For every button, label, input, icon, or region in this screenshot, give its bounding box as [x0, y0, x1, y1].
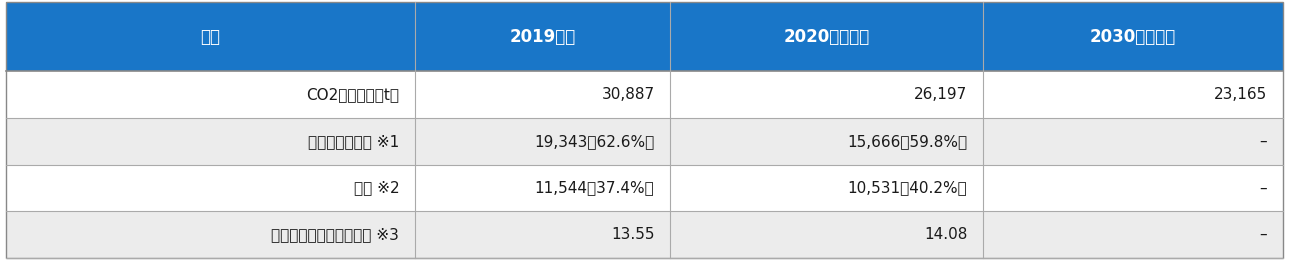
Text: 海外 ※2: 海外 ※2 — [353, 180, 400, 195]
Bar — [6, 71, 415, 118]
Bar — [670, 118, 982, 165]
Text: 2030年度目標: 2030年度目標 — [1089, 28, 1176, 46]
Text: 2019年度: 2019年度 — [509, 28, 575, 46]
Text: 15,666（59.8%）: 15,666（59.8%） — [847, 134, 967, 149]
Text: 2020年度実績: 2020年度実績 — [784, 28, 870, 46]
Bar — [982, 118, 1283, 165]
Text: –: – — [1259, 134, 1267, 149]
Bar — [415, 118, 670, 165]
Text: –: – — [1259, 180, 1267, 195]
Bar — [6, 118, 415, 165]
Bar — [982, 71, 1283, 118]
Text: 11,544（37.4%）: 11,544（37.4%） — [535, 180, 655, 195]
Text: 19,343（62.6%）: 19,343（62.6%） — [535, 134, 655, 149]
Bar — [982, 2, 1283, 71]
Bar — [415, 165, 670, 211]
Bar — [415, 71, 670, 118]
Bar — [982, 165, 1283, 211]
Text: 【内訳】　国内 ※1: 【内訳】 国内 ※1 — [308, 134, 400, 149]
Text: CO2総排出量（t）: CO2総排出量（t） — [307, 87, 400, 102]
Bar — [670, 165, 982, 211]
Text: 26,197: 26,197 — [914, 87, 967, 102]
Text: 項目: 項目 — [201, 28, 220, 46]
Text: 23,165: 23,165 — [1214, 87, 1267, 102]
Bar — [670, 211, 982, 258]
Text: 10,531（40.2%）: 10,531（40.2%） — [847, 180, 967, 195]
Text: 30,887: 30,887 — [602, 87, 655, 102]
Bar — [6, 165, 415, 211]
Bar — [6, 2, 415, 71]
Text: 【参考値】売上高原単位 ※3: 【参考値】売上高原単位 ※3 — [272, 227, 400, 242]
Bar — [6, 211, 415, 258]
Text: 13.55: 13.55 — [611, 227, 655, 242]
Bar — [670, 71, 982, 118]
Bar — [670, 2, 982, 71]
Bar — [415, 2, 670, 71]
Text: 14.08: 14.08 — [924, 227, 967, 242]
Bar — [982, 211, 1283, 258]
Text: –: – — [1259, 227, 1267, 242]
Bar — [415, 211, 670, 258]
